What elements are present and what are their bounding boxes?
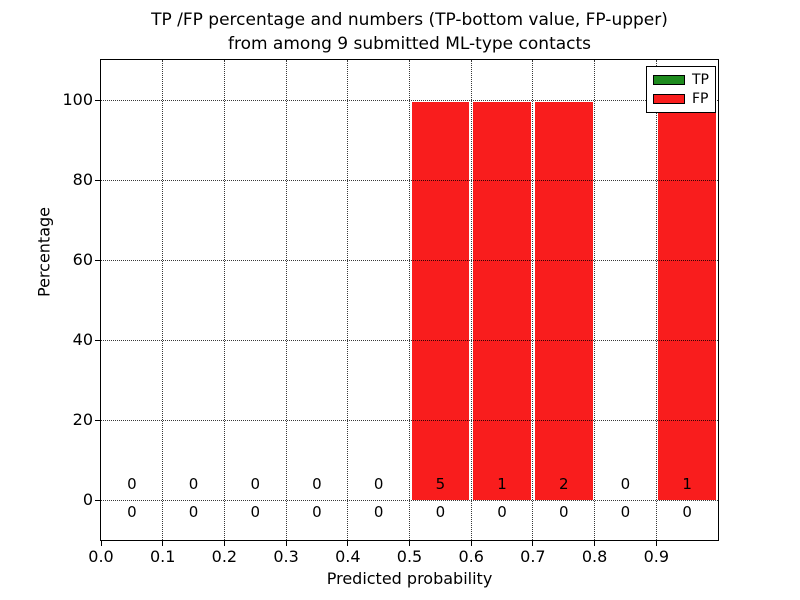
y-tick-label: 20 — [72, 410, 93, 429]
x-tick-mark — [100, 540, 102, 546]
vertical-gridline — [223, 60, 225, 540]
vertical-gridline — [347, 60, 349, 540]
x-tick-label: 0.3 — [273, 547, 299, 566]
x-tick-mark — [655, 540, 657, 546]
x-tick-mark — [470, 540, 472, 546]
vertical-gridline — [532, 60, 534, 540]
legend-item-fp: FP — [653, 92, 709, 106]
horizontal-gridline — [101, 260, 718, 261]
fp-bar — [532, 100, 595, 500]
y-tick-mark — [95, 499, 101, 501]
legend-item-tp: TP — [653, 73, 709, 87]
fp-bar — [471, 100, 533, 500]
fp-count: 1 — [497, 475, 507, 493]
x-tick-mark — [594, 540, 596, 546]
legend: TP FP — [646, 66, 716, 113]
y-tick-label: 60 — [72, 250, 93, 269]
x-tick-label: 0.5 — [396, 547, 423, 566]
horizontal-gridline — [101, 180, 718, 181]
y-tick-mark — [95, 419, 101, 421]
horizontal-gridline — [101, 420, 718, 421]
x-tick-label: 0.2 — [211, 547, 238, 566]
vertical-gridline — [594, 60, 596, 540]
x-tick-mark — [162, 540, 164, 546]
x-tick-label: 0.0 — [88, 547, 114, 566]
y-tick-mark — [95, 339, 101, 341]
y-tick-label: 100 — [62, 90, 93, 109]
fp-count: 0 — [373, 475, 384, 493]
fp-count: 0 — [620, 475, 631, 493]
fp-count: 5 — [435, 475, 446, 493]
tp-count: 0 — [435, 503, 446, 521]
horizontal-gridline — [101, 340, 718, 341]
tp-count: 0 — [558, 503, 569, 521]
horizontal-gridline — [101, 500, 718, 501]
horizontal-gridline — [101, 100, 718, 101]
y-tick-mark — [95, 179, 101, 181]
fp-swatch — [653, 94, 685, 105]
y-tick-label: 80 — [72, 170, 93, 189]
x-tick-label: 0.9 — [643, 547, 670, 566]
tp-legend-label: TP — [692, 71, 709, 88]
x-tick-mark — [285, 540, 287, 546]
chart-title-line2: from among 9 submitted ML-type contacts — [227, 34, 592, 54]
x-tick-mark — [532, 540, 534, 546]
tp-swatch — [653, 74, 685, 85]
y-tick-label: 0 — [82, 490, 93, 509]
x-tick-label: 0.1 — [149, 547, 176, 566]
vertical-gridline — [285, 60, 287, 540]
x-tick-label: 0.6 — [458, 547, 484, 566]
tp-count: 0 — [188, 503, 199, 521]
tp-count: 0 — [682, 503, 692, 521]
fp-legend-label: FP — [692, 91, 709, 108]
x-axis-label: Predicted probability — [326, 569, 493, 588]
fp-count: 2 — [558, 475, 569, 493]
x-tick-mark — [409, 540, 410, 546]
vertical-gridline — [655, 60, 657, 540]
fp-count: 1 — [682, 475, 692, 493]
y-tick-mark — [95, 259, 101, 261]
x-tick-mark — [347, 540, 349, 546]
fp-count: 0 — [250, 475, 261, 493]
fp-count: 0 — [188, 475, 199, 493]
vertical-gridline — [162, 60, 164, 540]
vertical-gridline — [409, 60, 410, 540]
tp-count: 0 — [497, 503, 507, 521]
fp-bar — [409, 100, 472, 500]
tp-count: 0 — [373, 503, 384, 521]
x-tick-label: 0.7 — [520, 547, 546, 566]
x-tick-label: 0.8 — [581, 547, 608, 566]
tp-count: 0 — [250, 503, 261, 521]
tp-count: 0 — [312, 503, 322, 521]
chart-title: TP /FP percentage and numbers (TP-bottom… — [101, 8, 718, 56]
fp-count: 0 — [127, 475, 137, 493]
fp-count: 0 — [312, 475, 322, 493]
y-tick-mark — [95, 99, 101, 101]
fp-bar — [656, 100, 718, 500]
x-tick-mark — [223, 540, 225, 546]
tp-count: 0 — [620, 503, 631, 521]
chart-title-line1: TP /FP percentage and numbers (TP-bottom… — [151, 10, 668, 30]
x-tick-label: 0.4 — [335, 547, 361, 566]
tp-count: 0 — [127, 503, 137, 521]
y-tick-label: 40 — [72, 330, 93, 349]
vertical-gridline — [470, 60, 472, 540]
